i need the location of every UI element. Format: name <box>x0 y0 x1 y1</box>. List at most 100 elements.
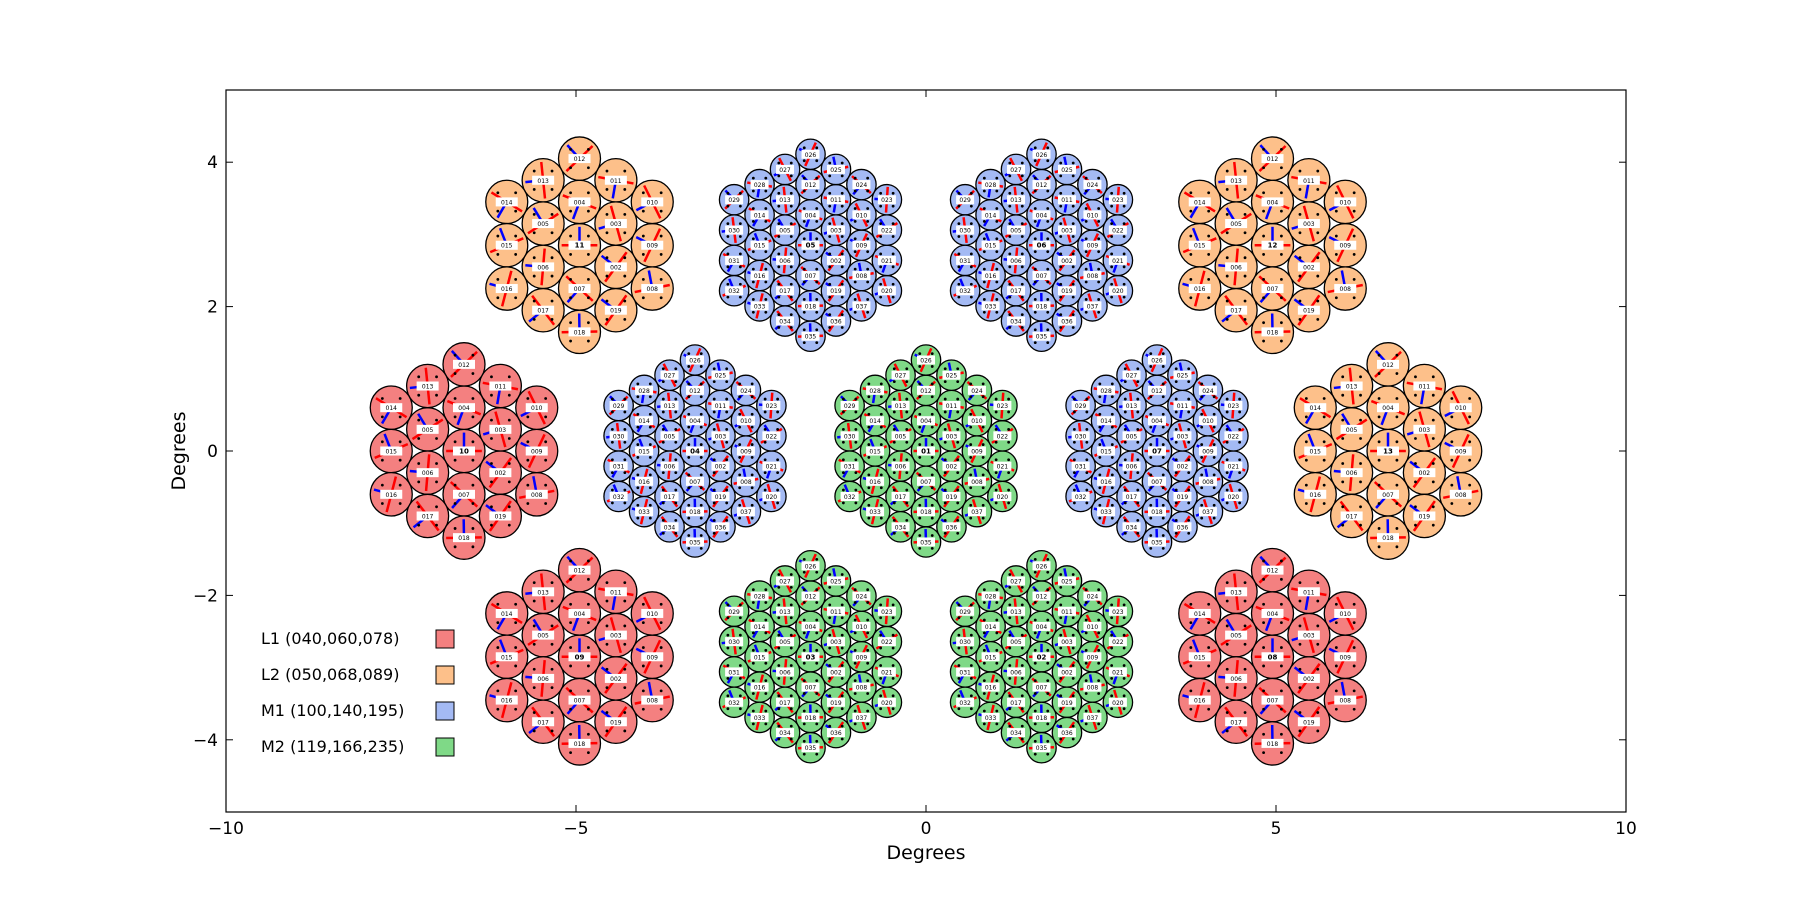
dot <box>1020 603 1024 607</box>
dot <box>587 234 590 238</box>
detector: 031 <box>1065 450 1096 482</box>
dot <box>661 518 665 522</box>
label-box <box>852 712 871 722</box>
label-box <box>967 507 986 517</box>
detector-id-label: 037 <box>1087 715 1099 722</box>
dot <box>892 397 896 401</box>
detector-id-label: 036 <box>715 524 727 531</box>
dot <box>841 458 845 462</box>
detector: 026 <box>910 344 942 376</box>
detector-id-label: 017 <box>895 494 907 501</box>
dot <box>777 694 781 698</box>
label-box <box>1340 511 1363 521</box>
dot <box>1071 573 1075 576</box>
detector-id-label: 010 <box>647 199 659 206</box>
detector: 018 <box>557 721 602 766</box>
dot <box>1059 174 1063 178</box>
label-box <box>1198 385 1217 395</box>
detector: 016 <box>485 266 529 311</box>
dot <box>1059 204 1063 208</box>
legend-swatch <box>435 629 455 649</box>
detector-id-label: 010 <box>1087 624 1099 631</box>
dot <box>879 456 883 459</box>
dot <box>738 222 742 226</box>
detector: 002 <box>594 656 638 701</box>
dot <box>738 616 742 620</box>
dot <box>840 204 844 208</box>
dot <box>569 209 572 213</box>
detector: 016 <box>1178 677 1222 723</box>
dot <box>1123 428 1127 431</box>
label-box <box>956 697 975 707</box>
dot <box>1207 602 1211 606</box>
label-box <box>1224 491 1243 501</box>
detector-id-label: 033 <box>985 303 997 310</box>
dot <box>1341 437 1345 440</box>
label-box <box>568 738 591 748</box>
dot <box>1123 410 1127 414</box>
label-box <box>1173 522 1192 532</box>
label-box <box>453 403 475 413</box>
dot <box>1468 483 1472 487</box>
label-box <box>852 180 871 190</box>
dot <box>764 237 768 241</box>
dot <box>471 458 475 462</box>
dot <box>738 664 742 667</box>
detector-id-label: 002 <box>830 669 842 676</box>
detector: 029 <box>603 389 634 422</box>
detector-id-label: 012 <box>805 594 817 601</box>
detector: 004 <box>1250 591 1295 636</box>
label-box <box>660 461 679 471</box>
detector: 13 <box>1366 428 1410 474</box>
detector-id-label: 026 <box>1036 152 1048 159</box>
detector-id-label: 035 <box>805 334 817 341</box>
detector-id-label: 002 <box>946 464 958 471</box>
dot <box>550 581 554 585</box>
dot <box>956 488 960 492</box>
label-box <box>1148 537 1166 547</box>
detector-id-label: 011 <box>715 403 727 410</box>
detector: 027 <box>1000 565 1032 597</box>
dot <box>891 694 895 698</box>
detector: 011 <box>705 389 736 422</box>
detector-id-label: 014 <box>985 212 997 219</box>
detector: 008 <box>730 465 762 498</box>
detector-id-label: 013 <box>537 178 549 185</box>
dot <box>1033 298 1037 301</box>
dot <box>1136 410 1140 414</box>
label-box <box>826 316 845 326</box>
dot <box>1280 234 1283 238</box>
dot <box>674 518 678 522</box>
dot <box>610 488 614 492</box>
dot <box>435 437 438 440</box>
dot <box>957 252 961 256</box>
detector: 025 <box>1167 359 1198 392</box>
dot <box>815 601 819 604</box>
dot <box>569 191 572 195</box>
detector-id-label: 028 <box>1100 388 1112 395</box>
detector-id-label: 008 <box>856 273 868 280</box>
detector: 035 <box>1026 320 1057 353</box>
dot <box>712 488 716 492</box>
dot <box>777 326 781 329</box>
dot <box>648 486 652 490</box>
detector: 037 <box>1192 495 1224 528</box>
detector-id-label: 024 <box>740 388 752 395</box>
dot <box>1189 646 1193 649</box>
detector-id-label: 016 <box>501 286 513 293</box>
dot <box>828 603 832 607</box>
dot <box>840 161 844 165</box>
dot <box>1071 707 1075 711</box>
label-box <box>1032 652 1051 662</box>
detector-id-label: 003 <box>715 433 727 440</box>
dot <box>1059 633 1063 637</box>
dot <box>1262 191 1265 195</box>
dot <box>1098 516 1102 520</box>
label-box <box>750 712 769 722</box>
dot <box>1046 280 1050 284</box>
dot <box>1262 209 1265 213</box>
detector: 013 <box>1116 389 1147 422</box>
dot <box>1334 707 1338 711</box>
dot <box>1059 676 1063 680</box>
dot <box>957 265 961 269</box>
